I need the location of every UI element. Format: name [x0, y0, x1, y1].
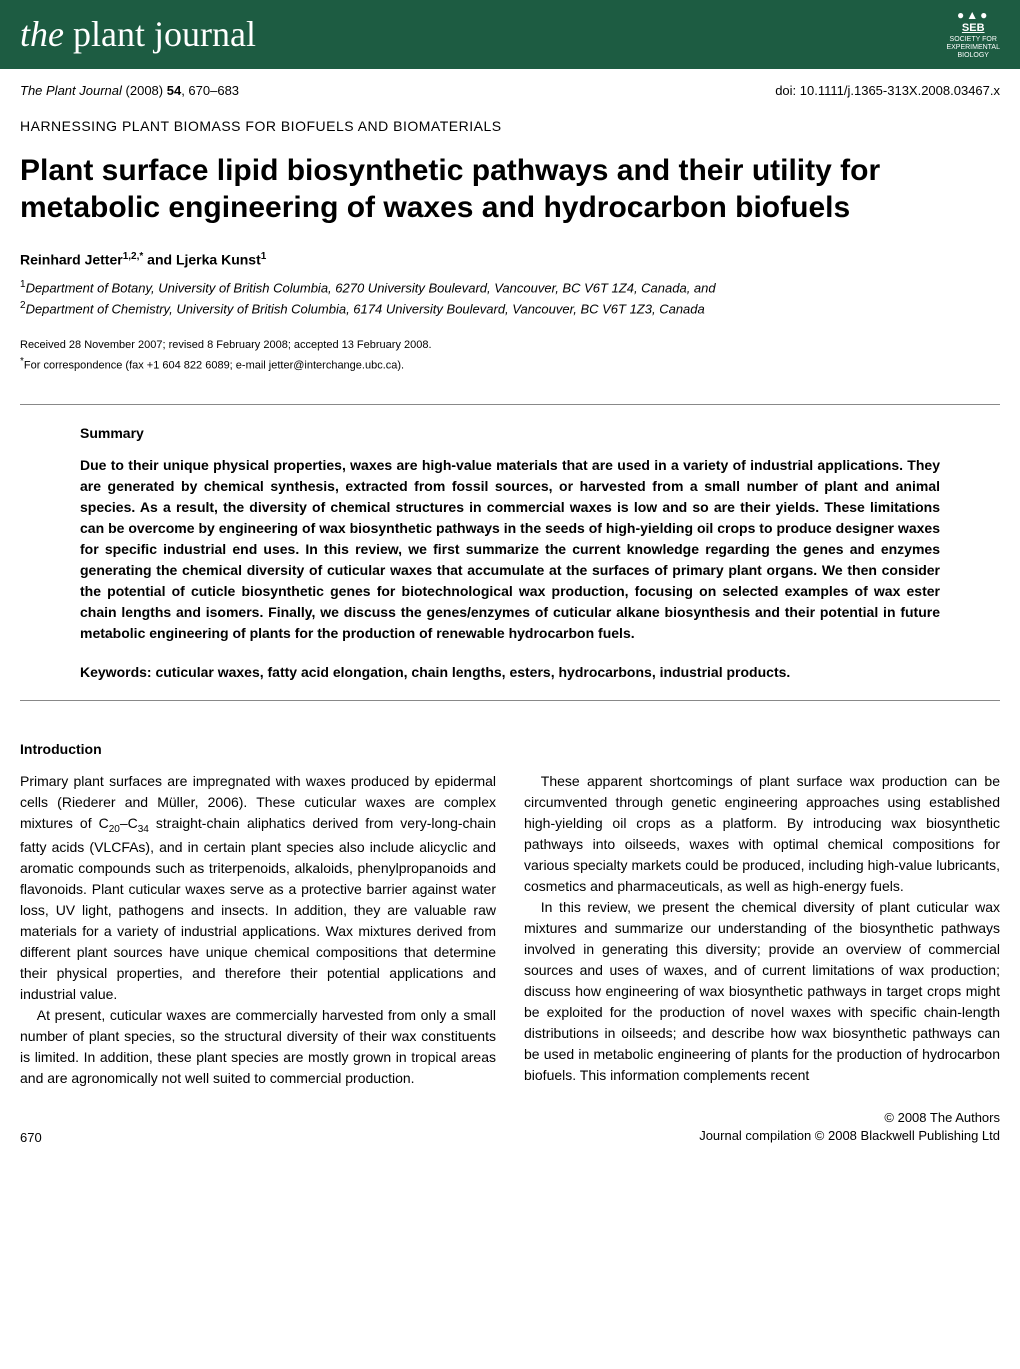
section-label: HARNESSING PLANT BIOMASS FOR BIOFUELS AN… [20, 118, 1000, 134]
divider-top [20, 404, 1000, 405]
seb-line3: BIOLOGY [946, 52, 1000, 60]
affiliation-2: 2Department of Chemistry, University of … [20, 298, 1000, 319]
doi: doi: 10.1111/j.1365-313X.2008.03467.x [775, 83, 1000, 98]
logo-the: the [20, 14, 64, 54]
seb-line1: SOCIETY FOR [946, 36, 1000, 44]
intro-p1: Primary plant surfaces are impregnated w… [20, 771, 496, 1005]
pages: , 670–683 [181, 83, 239, 98]
keywords-label: Keywords: [80, 664, 152, 680]
summary-text: Due to their unique physical properties,… [80, 455, 940, 644]
affiliation-1: 1Department of Botany, University of Bri… [20, 277, 1000, 298]
seb-text: SEB [946, 22, 1000, 35]
affiliations: 1Department of Botany, University of Bri… [20, 277, 1000, 319]
page-number: 670 [20, 1130, 42, 1145]
intro-body: Primary plant surfaces are impregnated w… [20, 771, 1000, 1089]
journal-logo: the plant journal [20, 13, 256, 55]
volume: 54 [167, 83, 181, 98]
seb-logo: ●▲● SEB SOCIETY FOR EXPERIMENTAL BIOLOGY [946, 8, 1000, 61]
journal-banner: the plant journal ●▲● SEB SOCIETY FOR EX… [0, 0, 1020, 71]
keywords-list: cuticular waxes, fatty acid elongation, … [155, 664, 790, 680]
keywords: Keywords: cuticular waxes, fatty acid el… [80, 664, 940, 680]
logo-journal: journal [154, 14, 256, 54]
intro-p3: These apparent shortcomings of plant sur… [524, 771, 1000, 897]
received-date: Received 28 November 2007; revised 8 Feb… [20, 337, 1000, 354]
article-title: Plant surface lipid biosynthetic pathway… [20, 152, 1000, 227]
journal-name: The Plant Journal [20, 83, 122, 98]
summary-heading: Summary [80, 425, 940, 441]
intro-p2: At present, cuticular waxes are commerci… [20, 1005, 496, 1089]
logo-plant: plant [64, 14, 154, 54]
summary-block: Summary Due to their unique physical pro… [20, 425, 1000, 680]
authors: Reinhard Jetter1,2,* and Ljerka Kunst1 [20, 251, 1000, 268]
copyright: © 2008 The Authors Journal compilation ©… [699, 1109, 1000, 1145]
footer: 670 © 2008 The Authors Journal compilati… [0, 1089, 1020, 1165]
intro-heading: Introduction [20, 741, 1000, 757]
seb-line2: EXPERIMENTAL [946, 44, 1000, 52]
citation-left: The Plant Journal (2008) 54, 670–683 [20, 83, 239, 98]
divider-bottom [20, 700, 1000, 701]
copyright-line2: Journal compilation © 2008 Blackwell Pub… [699, 1127, 1000, 1145]
seb-icons: ●▲● [946, 8, 1000, 22]
correspondence: *For correspondence (fax +1 604 822 6089… [20, 354, 1000, 374]
copyright-line1: © 2008 The Authors [699, 1109, 1000, 1127]
article-dates: Received 28 November 2007; revised 8 Feb… [20, 337, 1000, 374]
intro-p4: In this review, we present the chemical … [524, 897, 1000, 1086]
meta-line: The Plant Journal (2008) 54, 670–683 doi… [0, 71, 1020, 118]
year: (2008) [126, 83, 164, 98]
